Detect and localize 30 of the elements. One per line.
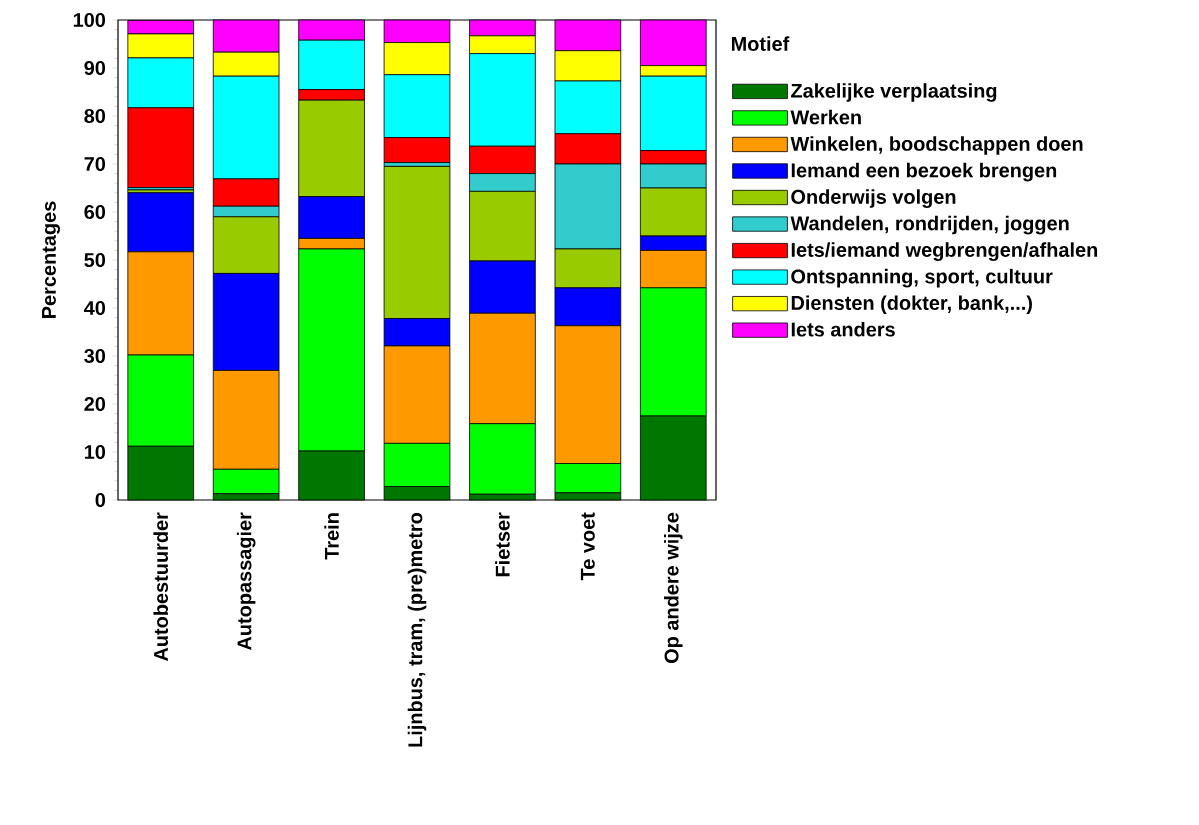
x-tick-label: Lijnbus, tram, (pre)metro [407, 512, 427, 747]
x-tick-label: Op andere wijze [664, 512, 683, 664]
x-tick-label: Autobestuurder [153, 512, 169, 662]
x-tick-label: Autopassagier [236, 512, 256, 651]
legend-label: Diensten (dokter, bank,...) [791, 295, 1032, 314]
y-tick-label: 40 [84, 300, 106, 316]
legend-label: Onderwijs volgen [791, 189, 956, 208]
legend-label: Werken [790, 109, 861, 125]
x-tick-label: Fietser [495, 512, 510, 577]
legend-label: Iets/iemand wegbrengen/afhalen [791, 242, 1098, 261]
y-tick-label: 90 [84, 60, 106, 76]
legend-label: Iets anders [791, 321, 895, 337]
legend-label: Iemand een bezoek brengen [791, 162, 1057, 182]
y-tick-label: 60 [84, 204, 106, 220]
y-tick-label: 50 [84, 252, 106, 268]
y-tick-label: 70 [84, 156, 106, 172]
x-tick-label: Trein [324, 513, 339, 560]
y-tick-label: 80 [84, 108, 106, 124]
legend-label: Zakelijke verplaatsing [791, 83, 997, 102]
y-tick-label: 100 [73, 12, 106, 28]
y-tick-label: 20 [84, 396, 106, 412]
y-tick-label: 10 [84, 444, 106, 460]
legend-label: Ontspanning, sport, cultuur [791, 268, 1053, 288]
y-tick-label: 30 [84, 348, 106, 364]
legend-label: Wandelen, rondrijden, joggen [790, 215, 1069, 235]
legend-title: Motief [731, 36, 790, 51]
y-tick-label: 0 [95, 492, 106, 508]
y-axis-title: Percentages [42, 201, 60, 318]
x-tick-label: Te voet [580, 512, 595, 581]
legend-label: Winkelen, boodschappen doen [790, 136, 1083, 155]
